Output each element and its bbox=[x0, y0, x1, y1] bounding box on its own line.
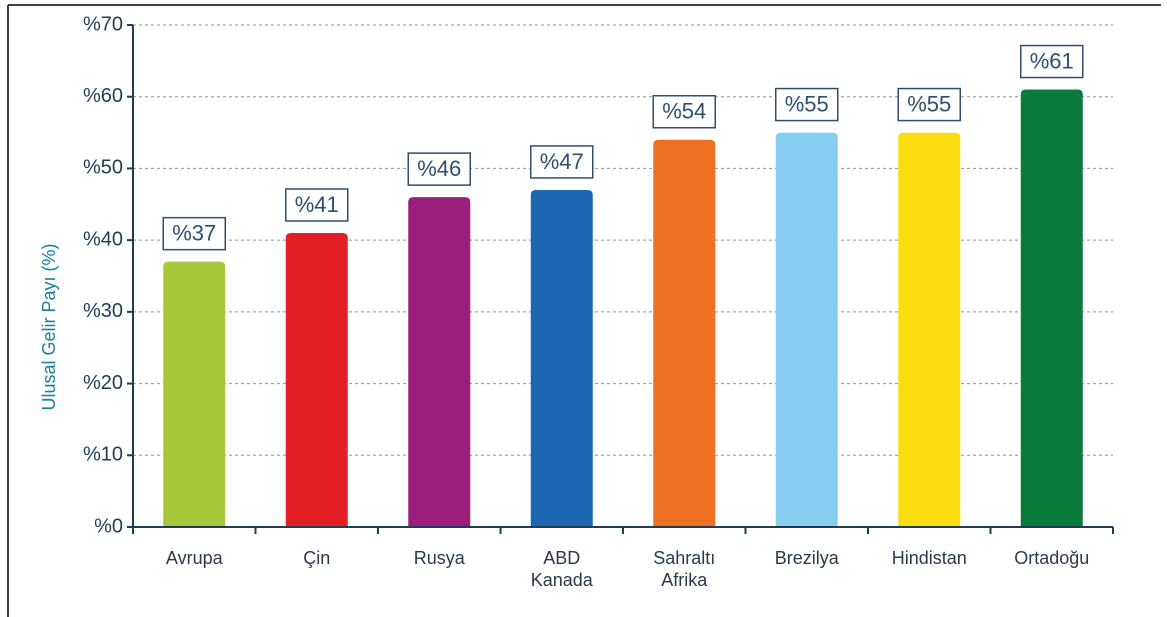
y-tick-label: %30 bbox=[83, 300, 123, 322]
value-label-box bbox=[775, 87, 839, 122]
value-label: %61 bbox=[1030, 48, 1074, 73]
y-tick-label: %0 bbox=[94, 515, 123, 537]
value-label: %41 bbox=[295, 192, 339, 217]
x-tick-label: ABD Kanada bbox=[530, 548, 593, 590]
value-label: %37 bbox=[172, 220, 216, 245]
y-tick-label: %60 bbox=[83, 85, 123, 107]
x-tick-label: Brezilya bbox=[774, 548, 839, 568]
x-tick-label: Avrupa bbox=[165, 548, 223, 568]
value-label: %55 bbox=[785, 91, 829, 116]
y-tick-label: %10 bbox=[83, 444, 123, 466]
bar bbox=[530, 189, 593, 527]
bar bbox=[163, 261, 226, 527]
x-tick-label: Hindistan bbox=[891, 548, 967, 568]
x-tick-label: Çin bbox=[303, 548, 331, 568]
value-label: %54 bbox=[662, 99, 706, 124]
bar bbox=[408, 197, 471, 527]
bar bbox=[775, 132, 838, 528]
value-label-box bbox=[897, 87, 961, 122]
bar bbox=[898, 132, 961, 528]
bar bbox=[285, 232, 348, 527]
x-tick-label: Sahraltı Afrika bbox=[653, 548, 716, 590]
value-label-box bbox=[162, 216, 226, 251]
bar bbox=[653, 139, 716, 527]
y-tick-label: %40 bbox=[83, 228, 123, 250]
y-tick-label: %50 bbox=[83, 157, 123, 179]
value-label-box bbox=[1020, 44, 1084, 79]
y-tick-label: %20 bbox=[83, 372, 123, 394]
value-label: %47 bbox=[540, 149, 584, 174]
x-tick-label: Ortadoğu bbox=[1014, 548, 1090, 568]
y-tick-label: %70 bbox=[83, 13, 123, 35]
value-label-box bbox=[652, 94, 716, 129]
value-label: %55 bbox=[907, 91, 951, 116]
value-label-box bbox=[530, 145, 594, 179]
bar bbox=[1020, 89, 1083, 528]
x-tick-label: Rusya bbox=[413, 548, 465, 568]
value-label-box bbox=[407, 152, 471, 186]
y-axis-label: Ulusal Gelir Payı (%) bbox=[39, 243, 59, 410]
value-label-box bbox=[285, 188, 349, 222]
value-label: %46 bbox=[417, 156, 461, 181]
